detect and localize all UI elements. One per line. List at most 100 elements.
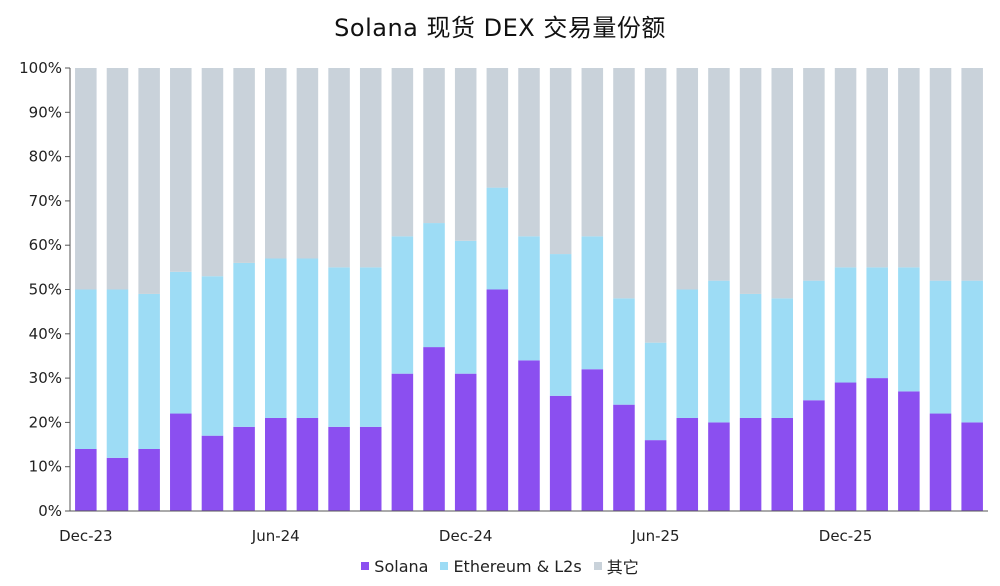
bar-solana-7 [296,417,319,511]
bar-solana-28 [961,422,983,511]
bar-ethereum-27 [929,280,952,414]
bar-solana-13 [486,289,509,511]
bar-solana-21 [739,417,762,511]
bar-solana-10 [391,373,414,511]
bar-ethereum-11 [423,223,445,348]
x-tick-label: Dec-23 [59,527,113,545]
bar-solana-16 [581,369,604,511]
bar-solana-2 [138,448,160,511]
bar-other-2 [138,68,160,294]
bar-other-16 [581,68,604,237]
bar-solana-14 [518,360,540,511]
bar-other-25 [866,68,888,268]
bar-solana-1 [106,457,129,511]
bar-other-3 [170,68,192,272]
bar-solana-18 [644,440,667,511]
y-tick-label: 0% [38,502,62,520]
y-tick-label: 30% [29,369,62,387]
bar-ethereum-8 [328,267,350,427]
bar-ethereum-5 [233,262,255,427]
bar-solana-25 [866,378,888,511]
bar-other-8 [328,68,350,268]
bar-ethereum-16 [581,236,604,370]
bar-other-28 [961,68,983,281]
bar-ethereum-3 [170,271,192,414]
bar-other-23 [803,68,825,281]
bar-other-11 [423,68,445,224]
bar-other-9 [359,68,382,268]
bar-other-21 [739,68,762,294]
bar-solana-4 [201,435,224,511]
bar-other-10 [391,68,414,237]
bar-ethereum-13 [486,187,509,290]
bar-other-27 [929,68,952,281]
bar-solana-17 [613,404,635,511]
bar-solana-0 [75,448,97,511]
y-tick-label: 20% [29,413,62,431]
bar-ethereum-14 [518,236,540,361]
bar-other-22 [771,68,794,299]
bars-layer [75,68,983,511]
bar-other-18 [644,68,667,343]
legend-item-solana: Solana [361,557,428,576]
bar-solana-22 [771,417,794,511]
bar-other-13 [486,68,509,188]
bar-ethereum-1 [106,289,129,458]
bar-ethereum-19 [676,289,699,418]
bar-ethereum-25 [866,267,888,379]
legend-swatch-other [593,562,602,570]
legend-item-other: 其它 [593,554,639,578]
x-axis-labels: Dec-23 Jun-24 Dec-24 Jun-25 Dec-25 [59,527,872,545]
bar-ethereum-2 [138,293,160,449]
bar-ethereum-22 [771,298,794,418]
bar-ethereum-0 [75,289,97,449]
bar-solana-15 [549,395,572,511]
bar-solana-3 [170,413,192,511]
bar-other-19 [676,68,699,290]
bar-other-14 [518,68,540,237]
bar-other-24 [834,68,857,268]
bar-solana-24 [834,382,857,511]
bar-ethereum-18 [644,342,667,441]
bar-ethereum-21 [739,293,762,418]
legend-label-solana: Solana [374,556,429,576]
y-tick-label: 60% [29,236,62,254]
bar-other-4 [201,68,224,277]
x-tick-label: Dec-24 [439,527,493,545]
bar-ethereum-6 [265,258,287,418]
bar-other-20 [708,68,730,281]
bar-other-6 [265,68,287,259]
legend-swatch-solana [361,562,370,570]
bar-ethereum-26 [898,267,920,392]
y-tick-label: 100% [19,59,62,77]
x-tick-label: Jun-24 [251,527,300,545]
x-tick-label: Jun-25 [631,527,680,545]
bar-ethereum-23 [803,280,825,401]
bar-solana-19 [676,417,699,511]
bar-other-17 [613,68,635,299]
bar-solana-23 [803,400,825,511]
legend: Solana Ethereum & L2s 其它 [0,554,1000,578]
legend-label-ethereum: Ethereum & L2s [453,556,582,576]
bar-other-26 [898,68,920,268]
bar-other-15 [549,68,572,255]
bar-ethereum-10 [391,236,414,374]
legend-label-other: 其它 [606,558,639,577]
bar-other-5 [233,68,255,263]
bar-other-7 [296,68,319,259]
y-tick-label: 10% [29,458,62,476]
y-tick-label: 80% [29,148,62,166]
y-tick-label: 70% [29,192,62,210]
bar-solana-6 [265,417,287,511]
legend-item-ethereum: Ethereum & L2s [440,556,582,576]
bar-other-1 [106,68,129,290]
x-tick-label: Dec-25 [819,527,873,545]
bar-ethereum-20 [708,280,730,423]
bar-ethereum-7 [296,258,319,418]
y-tick-label: 50% [29,281,62,299]
y-tick-label: 40% [29,325,62,343]
y-tick-label: 90% [29,103,62,121]
bar-solana-9 [359,426,382,511]
bar-other-0 [75,68,97,290]
